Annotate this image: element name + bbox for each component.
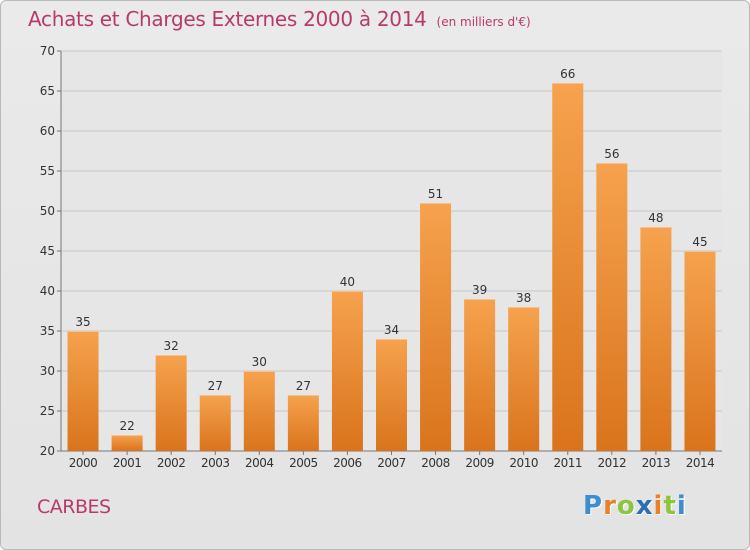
y-tick-label: 70 — [40, 44, 55, 58]
bar-2009 — [464, 299, 496, 451]
bars — [67, 83, 716, 451]
data-label-2013: 48 — [648, 211, 663, 225]
y-tick-label: 40 — [40, 284, 55, 298]
bar-2007 — [376, 339, 407, 451]
y-tick-label: 45 — [40, 244, 55, 258]
y-tick-label: 50 — [40, 204, 55, 218]
y-tick-label: 30 — [40, 364, 55, 378]
y-tick-label: 60 — [40, 124, 55, 138]
bar-2006 — [331, 291, 363, 451]
y-tick-label: 25 — [40, 404, 55, 418]
data-label-2007: 34 — [384, 323, 399, 337]
bar-2014 — [684, 251, 716, 451]
bar-2002 — [155, 355, 187, 451]
y-tick-label: 35 — [40, 324, 55, 338]
bar-2001 — [111, 435, 143, 451]
x-tick-label-2011: 2011 — [553, 456, 582, 470]
data-label-2008: 51 — [428, 187, 443, 201]
data-label-2002: 32 — [164, 339, 179, 353]
data-label-2012: 56 — [604, 147, 619, 161]
bar-2000 — [67, 331, 99, 451]
bar-2008 — [420, 203, 452, 451]
x-tick-label-2010: 2010 — [509, 456, 538, 470]
bar-2010 — [508, 307, 540, 451]
x-tick-label-2009: 2009 — [465, 456, 494, 470]
data-label-2004: 30 — [252, 355, 267, 369]
x-tick-label-2012: 2012 — [598, 456, 627, 470]
chart-title: Achats et Charges Externes 2000 à 2014 (e… — [28, 7, 531, 31]
bar-2011 — [552, 83, 584, 451]
bar-2012 — [596, 163, 628, 451]
x-tick-label-2013: 2013 — [642, 456, 671, 470]
y-tick-label: 65 — [40, 84, 55, 98]
x-tick-label-2006: 2006 — [333, 456, 362, 470]
chart-title-text: Achats et Charges Externes 2000 à 2014 — [28, 7, 427, 31]
labels: 35 2000 22 2001 32 2002 27 2003 30 2004 27 2005 40 20… — [69, 67, 715, 470]
data-label-2001: 22 — [119, 419, 134, 433]
bar-2005 — [287, 395, 319, 451]
town-name: CARBES — [37, 496, 111, 518]
x-tick-label-2003: 2003 — [201, 456, 230, 470]
bar-2004 — [243, 371, 275, 451]
x-tick-label-2014: 2014 — [686, 456, 715, 470]
data-label-2000: 35 — [75, 315, 90, 329]
data-label-2014: 45 — [692, 235, 707, 249]
x-tick-label-2000: 2000 — [69, 456, 98, 470]
data-label-2009: 39 — [472, 283, 487, 297]
data-label-2010: 38 — [516, 291, 531, 305]
chart-unit: (en milliers d'€) — [436, 15, 531, 29]
y-tick-label: 55 — [40, 164, 55, 178]
x-tick-label-2004: 2004 — [245, 456, 274, 470]
data-label-2003: 27 — [208, 379, 223, 393]
x-tick-label-2005: 2005 — [289, 456, 318, 470]
data-label-2006: 40 — [340, 275, 355, 289]
bar-2013 — [640, 227, 672, 451]
x-tick-label-2007: 2007 — [377, 456, 406, 470]
data-label-2005: 27 — [296, 379, 311, 393]
bar-2003 — [199, 395, 231, 451]
x-tick-label-2002: 2002 — [157, 456, 186, 470]
x-tick-label-2008: 2008 — [421, 456, 450, 470]
data-label-2011: 66 — [560, 67, 575, 81]
proxiti-logo: Proxiti — [583, 491, 687, 521]
y-tick-label: 20 — [40, 444, 55, 458]
x-tick-label-2001: 2001 — [113, 456, 142, 470]
